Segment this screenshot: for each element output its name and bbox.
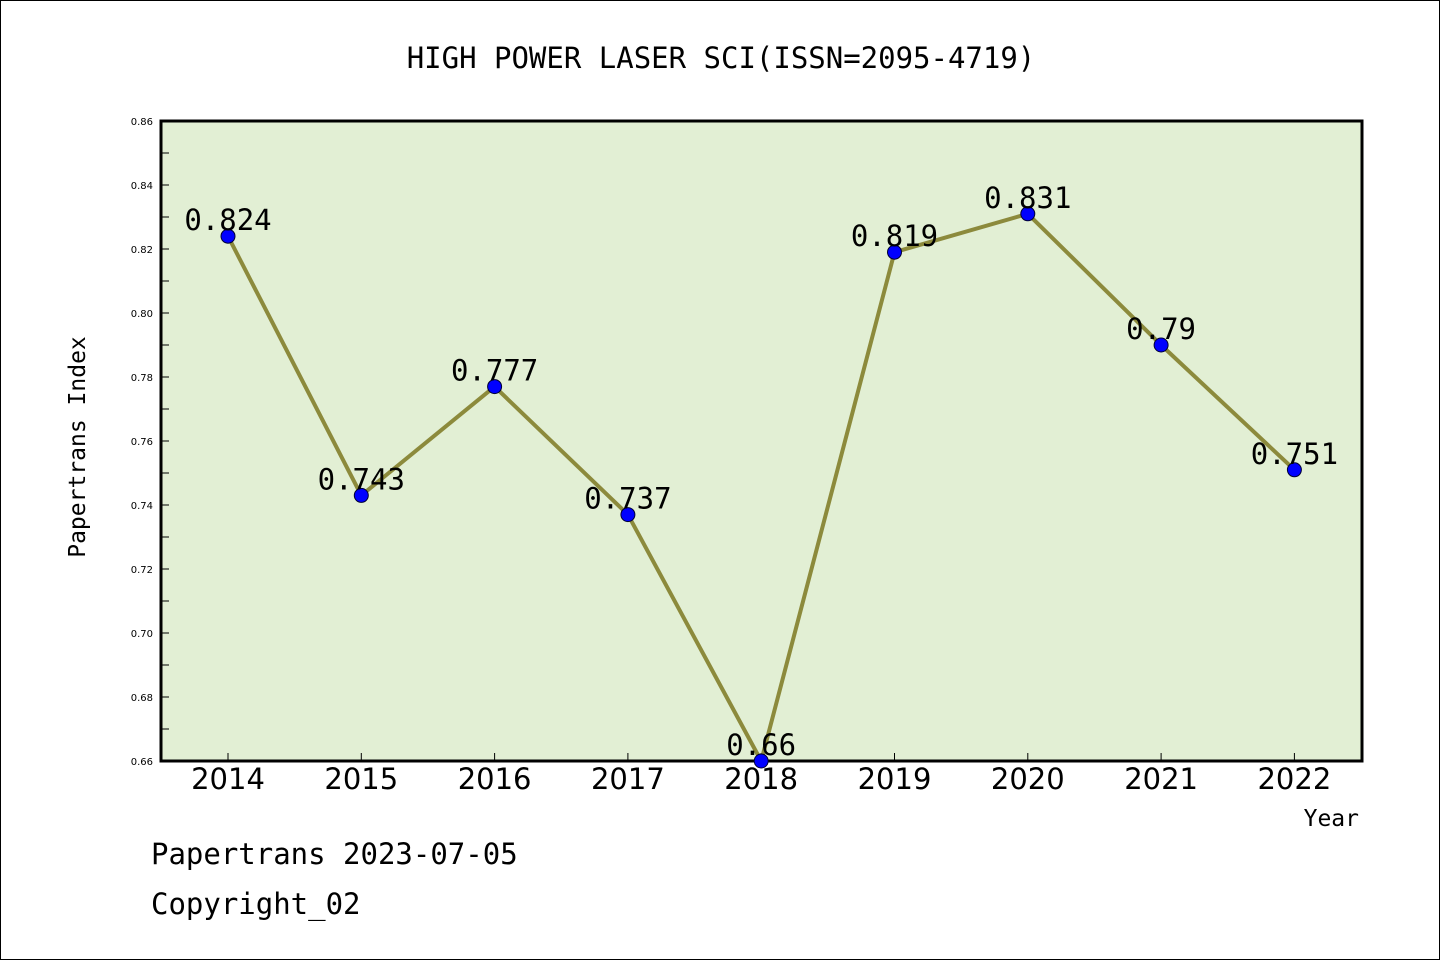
y-axis-label: Papertrans Index xyxy=(65,336,91,558)
x-axis: 2014 2015 2016 2017 2018 2019 2020 2021 2022 xyxy=(191,753,1331,796)
data-label: 0.737 xyxy=(584,482,671,516)
data-label: 0.819 xyxy=(851,219,938,253)
data-label: 0.66 xyxy=(726,728,796,762)
chart-title: HIGH POWER LASER SCI(ISSN=2095-4719) xyxy=(407,41,1036,75)
y-tick-label: 0.66 xyxy=(131,757,153,768)
y-axis: 0.66 0.68 0.70 0.72 0.74 0.76 0.78 0.80 0.82 0.84… xyxy=(131,117,169,768)
data-label: 0.751 xyxy=(1251,437,1338,471)
y-tick-label: 0.72 xyxy=(131,565,153,576)
x-tick-label: 2020 xyxy=(991,762,1065,796)
data-point xyxy=(887,244,902,260)
footer-copyright: Copyright_02 xyxy=(151,887,361,921)
data-labels: 0.824 0.743 0.777 0.737 0.66 0.819 0.831 0.79 0.… xyxy=(184,181,1338,762)
data-point xyxy=(620,507,636,523)
y-tick-label: 0.78 xyxy=(131,373,153,384)
data-point xyxy=(1020,206,1036,222)
data-markers xyxy=(220,206,1302,769)
data-label: 0.831 xyxy=(984,181,1071,215)
x-tick-label: 2015 xyxy=(324,762,398,796)
x-tick-label: 2019 xyxy=(858,762,932,796)
data-point xyxy=(753,753,769,769)
y-tick-label: 0.70 xyxy=(131,629,153,640)
data-point xyxy=(353,487,369,503)
x-tick-label: 2021 xyxy=(1124,762,1198,796)
plot-area xyxy=(159,119,1364,763)
data-label: 0.824 xyxy=(184,203,271,237)
y-tick-label: 0.86 xyxy=(131,117,153,128)
x-tick-label: 2016 xyxy=(458,762,532,796)
data-label: 0.777 xyxy=(451,354,538,388)
y-tick-label: 0.76 xyxy=(131,437,153,448)
x-tick-label: 2017 xyxy=(591,762,665,796)
data-point xyxy=(1286,462,1302,478)
data-label: 0.79 xyxy=(1126,312,1196,346)
y-tick-label: 0.82 xyxy=(131,245,153,256)
y-tick-label: 0.74 xyxy=(131,501,153,512)
data-point xyxy=(1153,337,1169,353)
y-tick-label: 0.80 xyxy=(131,309,153,320)
footer-date: Papertrans 2023-07-05 xyxy=(151,837,518,871)
x-axis-label: Year xyxy=(1304,806,1359,832)
x-tick-label: 2014 xyxy=(191,762,265,796)
data-point xyxy=(487,379,503,395)
data-point xyxy=(220,228,236,244)
y-tick-label: 0.68 xyxy=(131,693,153,704)
y-tick-label: 0.84 xyxy=(131,181,153,192)
x-tick-label: 2022 xyxy=(1257,762,1331,796)
data-label: 0.743 xyxy=(318,462,405,496)
